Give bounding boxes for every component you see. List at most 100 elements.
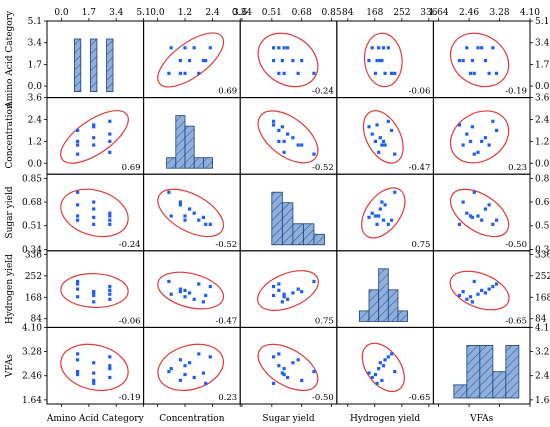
cell-vfas-vs-vfas [432,326,531,405]
data-point-4-3-1 [383,358,387,362]
correlation-label-3-2: 0.75 [315,316,334,326]
data-point-0-4-0 [472,71,476,75]
top-tick-label-concentration-1: 1.2 [178,8,192,18]
data-point-4-2-8 [282,367,286,371]
top-tick-label-hydrogen-yield-2: 252 [393,8,410,18]
data-point-0-2-2 [282,71,286,75]
confidence-ellipse-3-4 [449,270,510,311]
histogram-bar-concentration-2 [184,125,195,169]
data-point-1-2-2 [282,139,286,143]
confidence-ellipse-3-1 [157,271,225,310]
data-point-2-1-10 [192,211,196,215]
data-point-2-0-5 [92,207,96,211]
data-point-3-4-10 [465,297,469,301]
data-point-4-2-0 [312,369,316,374]
data-point-1-4-5 [483,136,488,140]
left-tick-label-vfas-1: 2.46 [22,372,42,382]
correlation-label-1-4: 0.23 [508,163,527,173]
data-point-1-3-11 [386,119,390,123]
data-point-2-4-7 [457,222,462,226]
histogram-bar-vfas-1 [466,344,481,399]
left-tick-label-amino-acid-category-3: 5.1 [28,17,42,27]
data-point-0-4-4 [461,58,465,63]
data-point-2-0-9 [108,218,112,222]
data-point-3-4-1 [487,287,491,291]
histogram-bar-sugar-yield-2 [292,223,304,246]
histogram-bar-hydrogen-yield-0 [358,310,370,322]
data-point-0-2-5 [291,58,295,63]
data-point-2-3-5 [378,207,382,211]
histogram-bar-sugar-yield-1 [281,202,294,246]
data-point-1-4-10 [465,132,469,136]
histogram-bar-hydrogen-yield-4 [397,310,409,322]
data-point-0-1-4 [178,58,182,63]
data-point-1-2-11 [271,119,276,123]
data-point-1-2-6 [280,125,284,129]
data-point-4-0-6 [92,371,96,375]
data-point-3-2-5 [291,291,295,295]
data-point-3-1-1 [178,287,182,291]
data-point-3-1-3 [197,282,201,286]
data-point-3-2-2 [282,295,286,299]
data-point-1-0-7 [92,123,96,127]
data-point-3-0-6 [92,300,96,304]
correlation-label-2-4: -0.50 [505,240,527,250]
right-tick-label-sugar-yield-1: 0.51 [535,222,550,232]
right-tick-label-vfas-2: 3.28 [535,348,550,358]
data-point-3-2-6 [280,300,284,304]
data-point-1-2-7 [271,123,276,127]
data-point-0-1-2 [183,71,187,75]
y-axis-label-vfas: VFAs [5,354,15,378]
correlation-label-1-3: -0.47 [409,163,431,173]
data-point-3-0-3 [75,282,80,286]
left-tick-label-amino-acid-category-2: 3.4 [28,39,43,49]
right-tick-label-concentration-0: 0.0 [535,159,550,169]
data-point-0-4-8 [476,46,480,50]
data-point-3-2-3 [277,282,281,286]
data-point-1-4-1 [487,143,491,147]
right-tick-label-amino-acid-category-1: 1.7 [535,60,550,70]
data-point-3-2-11 [271,284,276,289]
left-tick-label-concentration-0: 0.0 [28,159,43,169]
data-point-0-4-6 [470,58,475,63]
data-point-1-3-10 [370,132,374,136]
histogram-bar-concentration-3 [193,157,204,169]
y-axis-label-concentration: Concentration [5,103,15,168]
data-point-3-4-9 [480,288,484,292]
data-point-4-1-5 [188,361,192,365]
data-point-1-4-0 [472,152,476,156]
left-tick-label-vfas-2: 3.28 [22,348,42,358]
correlation-label-2-1: -0.52 [215,240,237,250]
data-point-1-3-6 [367,125,371,129]
data-point-1-0-1 [75,143,80,147]
data-point-2-1-2 [183,214,187,218]
data-point-1-4-6 [470,125,475,129]
data-point-2-1-1 [178,203,182,207]
data-point-1-3-7 [375,123,379,127]
confidence-ellipse-1-2 [257,110,319,164]
histogram-bar-sugar-yield-3 [303,223,315,246]
data-point-3-1-4 [178,290,182,294]
left-tick-label-vfas-0: 1.64 [22,396,42,406]
confidence-ellipse-1-3 [362,110,404,164]
histogram-bar-vfas-2 [479,344,494,399]
data-point-2-3-2 [373,214,378,218]
data-point-2-3-7 [375,222,379,226]
data-point-3-0-10 [108,297,112,301]
confidence-ellipse-2-0 [60,188,129,238]
correlation-label-4-3: -0.65 [409,393,431,403]
data-point-0-1-1 [178,71,182,75]
data-point-1-4-7 [457,123,462,127]
data-point-3-2-8 [282,292,286,296]
x-axis-label-amino-acid-category: Amino Acid Category [46,414,145,424]
data-point-0-1-9 [183,46,187,50]
confidence-ellipse-0-3 [363,32,403,88]
data-point-4-1-10 [192,375,196,380]
data-point-4-2-3 [277,352,281,356]
data-point-4-1-0 [167,369,171,374]
data-point-2-0-7 [92,222,96,226]
data-point-3-0-11 [108,284,112,289]
right-tick-label-concentration-2: 2.4 [535,115,550,125]
data-point-4-0-1 [75,358,80,362]
right-tick-label-hydrogen-yield-0: 84 [535,315,547,325]
